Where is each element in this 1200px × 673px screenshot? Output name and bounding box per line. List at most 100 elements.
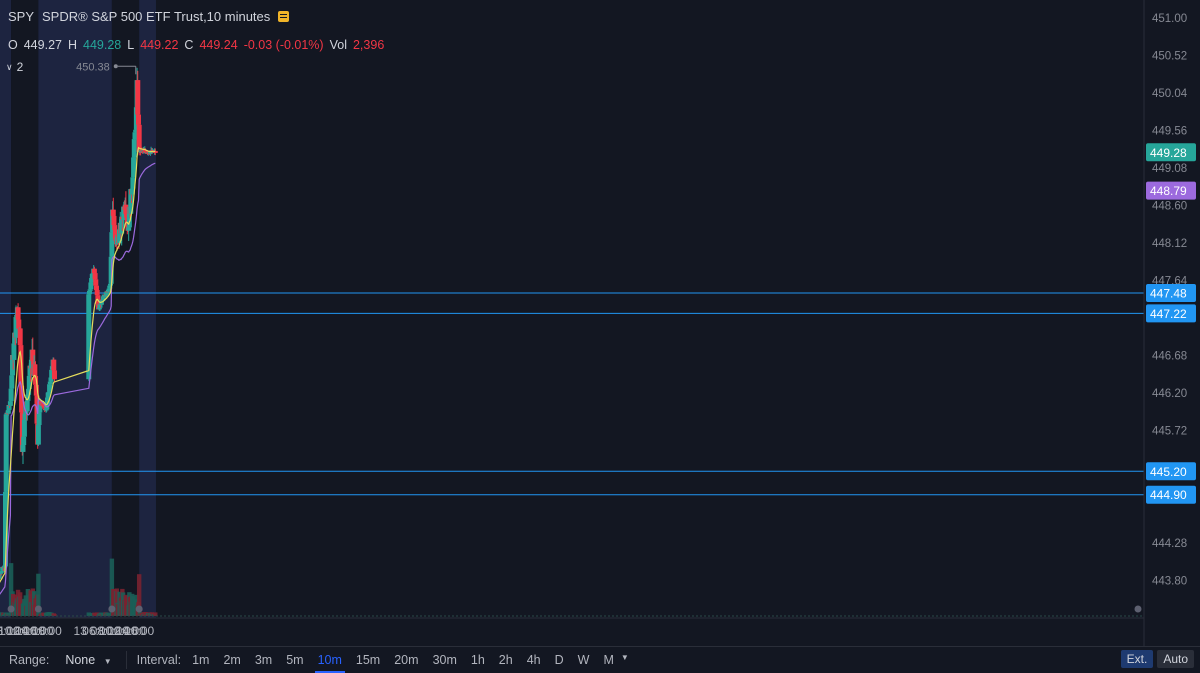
candle-body xyxy=(92,269,97,273)
candle-body xyxy=(46,392,51,393)
vwap-price-label: 448.79 xyxy=(1150,184,1187,198)
candle-body xyxy=(88,282,93,289)
candle-body xyxy=(93,279,98,285)
interval-1h[interactable]: 1h xyxy=(464,653,492,667)
open-label: O xyxy=(8,38,18,52)
candle-body xyxy=(18,328,23,345)
price-tick-label: 448.60 xyxy=(1152,200,1187,212)
interval-M[interactable]: M xyxy=(596,653,620,667)
price-tick-label: 449.56 xyxy=(1152,125,1187,137)
time-tick-label: 18:00 xyxy=(32,624,62,638)
candle-body xyxy=(21,437,26,445)
candle-body xyxy=(111,216,116,225)
close-value: 449.24 xyxy=(199,38,237,52)
candle-body xyxy=(95,290,100,295)
interval-15m[interactable]: 15m xyxy=(349,653,387,667)
level-price-label: 447.22 xyxy=(1150,307,1187,321)
candle-body xyxy=(8,401,13,406)
interval-label: Interval: xyxy=(137,653,181,667)
sun-icon xyxy=(8,606,15,613)
chart-background xyxy=(0,0,1200,646)
price-tick-label: 445.72 xyxy=(1152,426,1187,438)
candle-body xyxy=(48,382,53,385)
candle-body xyxy=(52,370,57,379)
candle-body xyxy=(4,414,9,492)
price-chart[interactable]: 451.00450.52450.04449.56449.08448.60448.… xyxy=(0,0,1200,646)
volume-value: 2,396 xyxy=(353,38,384,52)
studies-toggle[interactable]: ∨ 2 xyxy=(6,60,23,74)
flag-icon[interactable] xyxy=(278,11,289,22)
toolbar-right: Ext. Auto xyxy=(1121,650,1194,668)
range-select[interactable]: None ▼ xyxy=(65,653,111,667)
candle-body xyxy=(44,409,49,410)
auto-scale-button[interactable]: Auto xyxy=(1157,650,1194,668)
close-label: C xyxy=(184,38,193,52)
open-value: 449.27 xyxy=(24,38,62,52)
change-value: -0.03 (-0.01%) xyxy=(244,38,324,52)
level-price-label: 445.20 xyxy=(1150,465,1187,479)
candle-body xyxy=(135,80,140,114)
interval-5m[interactable]: 5m xyxy=(279,653,310,667)
candle-body xyxy=(16,307,21,319)
moon-icon xyxy=(35,606,42,613)
price-tick-label: 451.00 xyxy=(1152,13,1187,25)
caret-down-icon: ▼ xyxy=(104,657,112,666)
caret-down-icon: ▼ xyxy=(621,653,629,667)
candle-body xyxy=(97,308,102,310)
session-extended xyxy=(139,0,156,618)
candle-body xyxy=(136,115,141,125)
interval-2m[interactable]: 2m xyxy=(216,653,247,667)
candle-body xyxy=(111,210,116,216)
range-label: Range: xyxy=(9,653,49,667)
interval-D[interactable]: D xyxy=(548,653,571,667)
high-marker-dot xyxy=(114,64,118,68)
candle-body xyxy=(36,425,41,445)
candle-body xyxy=(20,445,25,452)
candle-body xyxy=(94,286,99,290)
low-label: L xyxy=(127,38,134,52)
extended-hours-button[interactable]: Ext. xyxy=(1121,650,1154,668)
price-tick-label: 443.80 xyxy=(1152,576,1187,588)
interval-4h[interactable]: 4h xyxy=(520,653,548,667)
interval-20m[interactable]: 20m xyxy=(387,653,425,667)
high-marker-label: 450.38 xyxy=(76,61,110,73)
price-tick-label: 446.68 xyxy=(1152,351,1187,363)
price-tick-label: 449.08 xyxy=(1152,163,1187,175)
candle-body xyxy=(93,273,98,279)
interval-3m[interactable]: 3m xyxy=(248,653,279,667)
candle-body xyxy=(6,410,11,414)
price-tick-label: 448.12 xyxy=(1152,238,1187,250)
candle-body xyxy=(32,364,37,376)
candle-body xyxy=(37,412,42,425)
price-tick-label: 444.28 xyxy=(1152,538,1187,550)
price-tick-label: 446.20 xyxy=(1152,388,1187,400)
last-price-label: 449.28 xyxy=(1150,146,1187,160)
symbol-label[interactable]: SPY xyxy=(8,9,34,24)
sun-icon xyxy=(108,606,115,613)
interval-30m[interactable]: 30m xyxy=(426,653,464,667)
candle-body xyxy=(22,420,27,437)
interval-1m[interactable]: 1m xyxy=(185,653,216,667)
candle-body xyxy=(126,227,131,230)
time-tick-label: 16:00 xyxy=(124,624,154,638)
interval-W[interactable]: W xyxy=(571,653,597,667)
candle-body xyxy=(51,360,56,371)
sun-icon xyxy=(1135,606,1142,613)
price-tick-label: 450.04 xyxy=(1152,88,1188,100)
volume-bar xyxy=(153,612,157,616)
interval-2h[interactable]: 2h xyxy=(492,653,520,667)
candle-body xyxy=(132,139,137,157)
low-value: 449.22 xyxy=(140,38,178,52)
volume-label: Vol xyxy=(330,38,347,52)
studies-count: 2 xyxy=(17,60,24,74)
price-axis[interactable]: 451.00450.52450.04449.56449.08448.60448.… xyxy=(1144,0,1200,646)
interval-10m[interactable]: 10m xyxy=(311,653,349,667)
symbol-description: SPDR® S&P 500 ETF Trust,10 minutes xyxy=(42,9,270,24)
session-background xyxy=(0,0,1200,646)
level-price-label: 444.90 xyxy=(1150,488,1187,502)
candle-body xyxy=(87,291,92,294)
candle-body xyxy=(11,343,16,360)
chart-header: SPY SPDR® S&P 500 ETF Trust,10 minutes xyxy=(8,9,289,24)
toolbar-divider xyxy=(126,651,127,669)
